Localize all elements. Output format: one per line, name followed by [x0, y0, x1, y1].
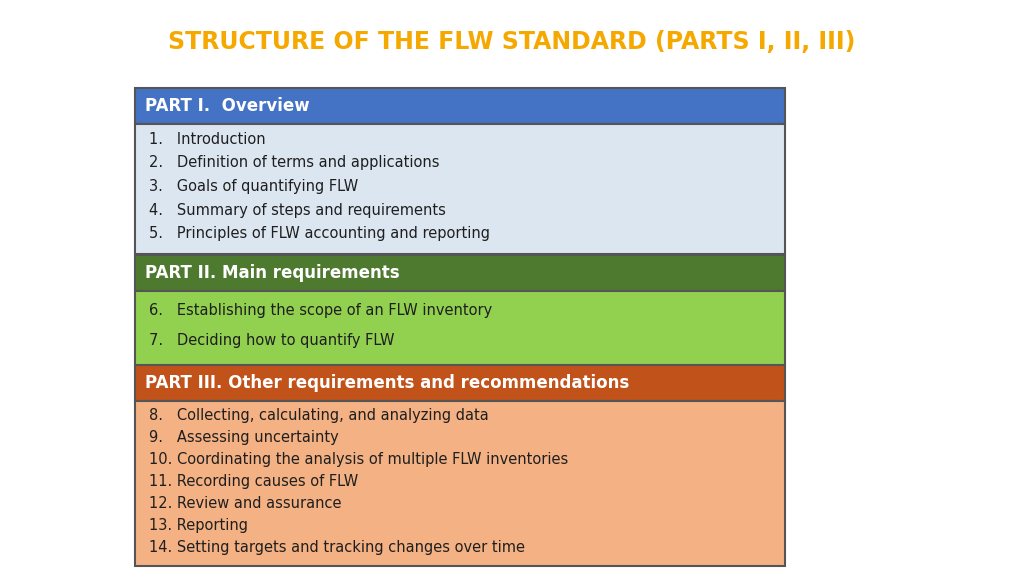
Bar	[135, 291, 785, 366]
Text: 9.   Assessing uncertainty: 9. Assessing uncertainty	[150, 430, 339, 445]
Text: PART I.  Overview: PART I. Overview	[145, 97, 309, 115]
Text: 12. Review and assurance: 12. Review and assurance	[150, 496, 341, 511]
Text: 11. Recording causes of FLW: 11. Recording causes of FLW	[150, 474, 358, 489]
Text: 13. Reporting: 13. Reporting	[150, 518, 248, 533]
Text: 1.   Introduction: 1. Introduction	[150, 132, 265, 147]
Text: 10. Coordinating the analysis of multiple FLW inventories: 10. Coordinating the analysis of multipl…	[150, 452, 568, 467]
Bar	[135, 88, 785, 124]
Text: STRUCTURE OF THE FLW STANDARD (PARTS I, II, III): STRUCTURE OF THE FLW STANDARD (PARTS I, …	[168, 30, 856, 54]
Bar	[135, 255, 785, 291]
Text: 3.   Goals of quantifying FLW: 3. Goals of quantifying FLW	[150, 179, 358, 194]
Text: 8.   Collecting, calculating, and analyzing data: 8. Collecting, calculating, and analyzin…	[150, 408, 488, 423]
Bar	[135, 401, 785, 566]
Text: 6.   Establishing the scope of an FLW inventory: 6. Establishing the scope of an FLW inve…	[150, 303, 493, 318]
Text: 14. Setting targets and tracking changes over time: 14. Setting targets and tracking changes…	[150, 540, 525, 555]
Bar	[135, 124, 785, 254]
Text: 4.   Summary of steps and requirements: 4. Summary of steps and requirements	[150, 203, 445, 218]
Bar	[135, 365, 785, 401]
Text: PART II. Main requirements: PART II. Main requirements	[145, 264, 399, 282]
Text: 5.   Principles of FLW accounting and reporting: 5. Principles of FLW accounting and repo…	[150, 226, 490, 241]
Text: 2.   Definition of terms and applications: 2. Definition of terms and applications	[150, 156, 439, 170]
Text: 7.   Deciding how to quantify FLW: 7. Deciding how to quantify FLW	[150, 333, 394, 348]
Text: PART III. Other requirements and recommendations: PART III. Other requirements and recomme…	[145, 374, 630, 392]
